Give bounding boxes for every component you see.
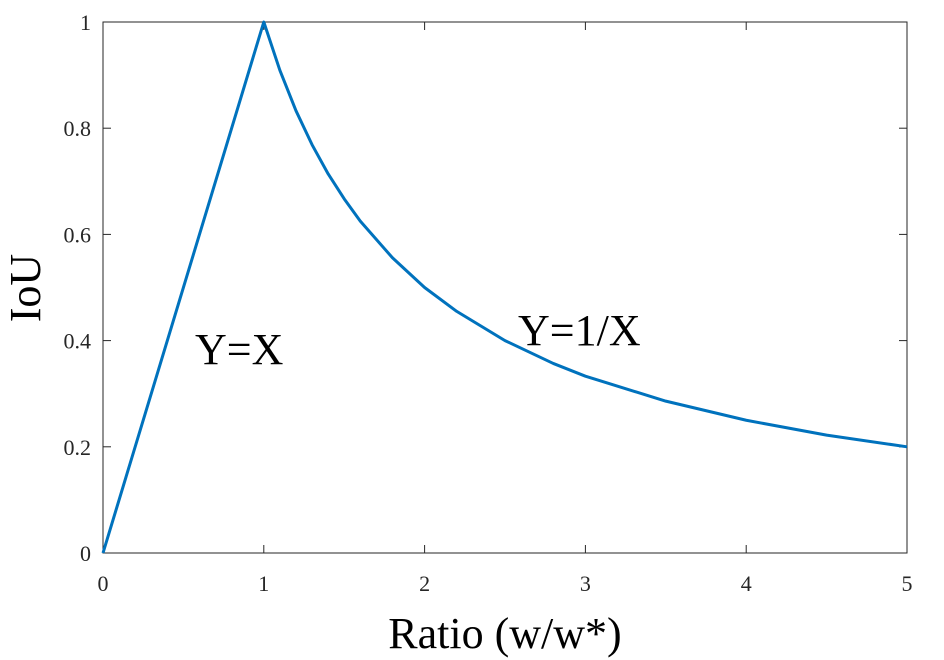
- plot-frame: [102, 21, 908, 554]
- y-tick-label: 0: [80, 541, 91, 566]
- y-tick-label: 0.6: [64, 222, 92, 247]
- x-tick-label: 3: [580, 571, 591, 596]
- x-tick-label: 2: [419, 571, 430, 596]
- y-axis-label: IoU: [1, 254, 50, 322]
- x-tick-label: 4: [741, 571, 752, 596]
- x-tick-label: 1: [258, 571, 269, 596]
- y-tick-label: 0.8: [64, 116, 92, 141]
- x-tick-label: 5: [902, 571, 913, 596]
- y-tick-label: 0.4: [64, 329, 92, 354]
- x-axis-label: Ratio (w/w*): [388, 609, 621, 658]
- x-tick-label: 0: [98, 571, 109, 596]
- data-line: [101, 20, 908, 554]
- annotation: Y=X: [195, 325, 283, 374]
- y-tick-label: 0.2: [64, 435, 92, 460]
- y-tick-label: 1: [80, 10, 91, 35]
- annotation: Y=1/X: [518, 306, 641, 355]
